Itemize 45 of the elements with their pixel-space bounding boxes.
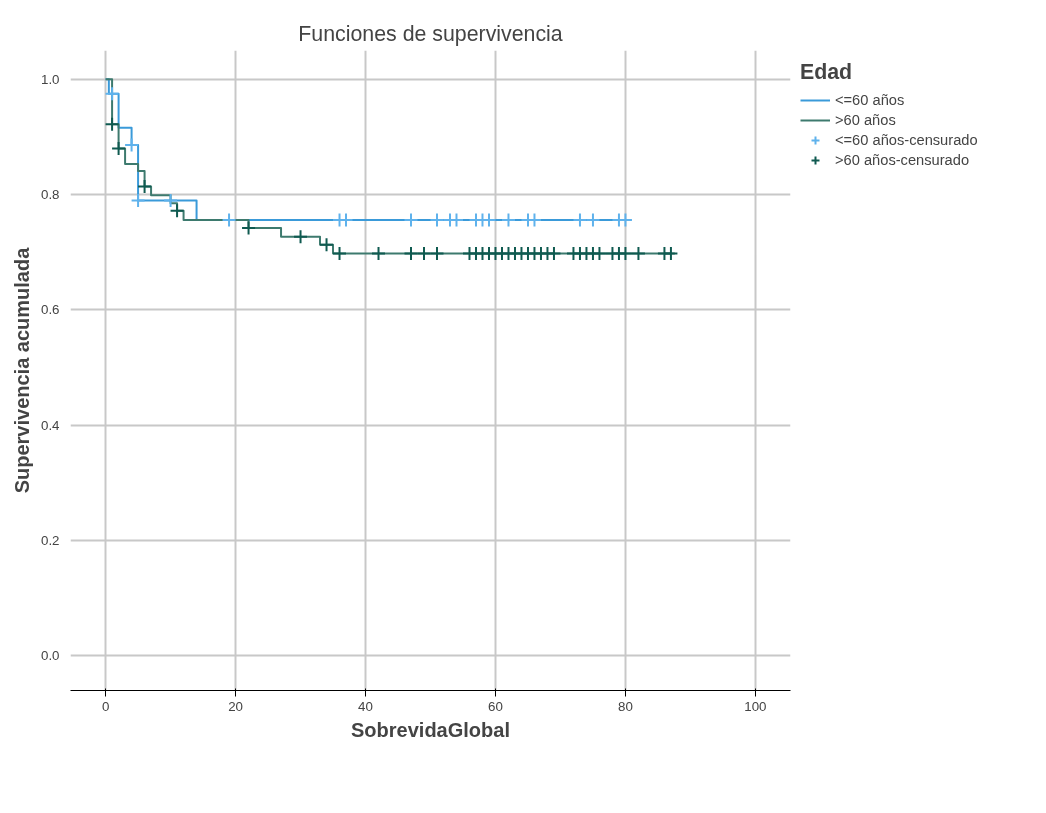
y-tick-label: 1.0 <box>40 71 60 87</box>
x-tick-label: 40 <box>358 698 373 714</box>
legend-label: >60 años-censurado <box>835 152 970 168</box>
point <box>585 212 601 228</box>
y-tick-label: 0.8 <box>40 187 60 203</box>
x-tick-label: 20 <box>228 698 243 714</box>
point <box>319 237 335 253</box>
point <box>124 137 140 153</box>
point <box>169 203 185 219</box>
y-tick-label: 0.6 <box>40 302 60 318</box>
y-axis-title: Supervivencia acumulada <box>10 246 33 494</box>
x-tick-label: 100 <box>744 698 767 714</box>
point <box>332 245 348 261</box>
legend-label: <=60 años <box>835 92 905 108</box>
point <box>163 192 179 208</box>
point <box>630 245 646 261</box>
legend-label: >60 años <box>835 112 896 128</box>
y-tick-label: 0.2 <box>40 533 60 549</box>
point <box>137 179 153 195</box>
point <box>221 212 237 228</box>
point <box>293 229 309 245</box>
point <box>403 245 419 261</box>
legend-label: <=60 años-censurado <box>835 132 978 148</box>
x-axis-title: SobrevidaGlobal <box>351 718 510 741</box>
y-tick-label: 0.0 <box>40 648 60 664</box>
legend-title: Edad <box>800 60 854 85</box>
point <box>371 245 387 261</box>
point <box>663 245 679 261</box>
point <box>104 86 120 102</box>
point <box>130 192 146 208</box>
point <box>403 212 419 228</box>
point <box>104 116 120 132</box>
x-tick-label: 60 <box>488 698 503 714</box>
x-tick-label: 80 <box>618 698 633 714</box>
y-tick-label: 0.4 <box>40 417 61 433</box>
point <box>546 245 562 261</box>
x-tick-label: 0 <box>101 698 110 714</box>
chart-title: Funciones de supervivencia <box>298 21 563 46</box>
point <box>572 212 588 228</box>
point <box>429 245 445 261</box>
point <box>111 141 127 157</box>
point <box>416 245 432 261</box>
point <box>241 220 257 236</box>
point <box>429 212 445 228</box>
point <box>500 212 516 228</box>
